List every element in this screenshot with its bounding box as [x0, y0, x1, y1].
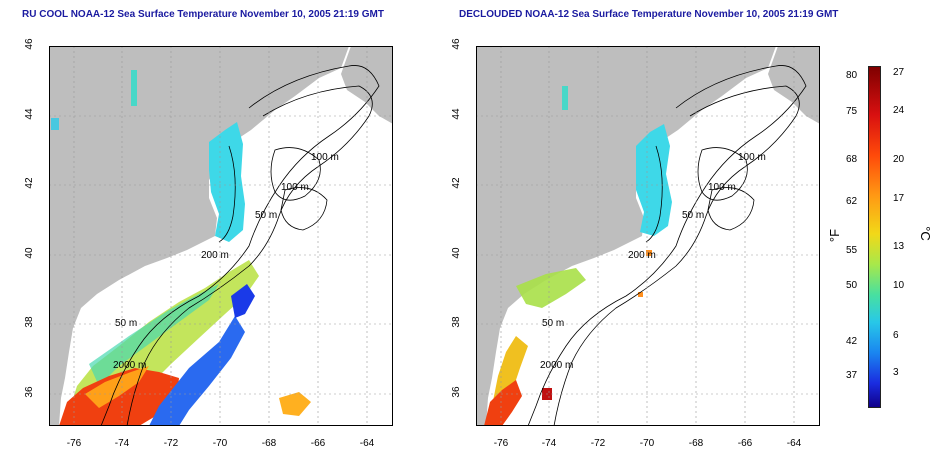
- contour-line: [645, 145, 663, 243]
- y-tick: 44: [24, 108, 35, 120]
- left-map-title: RU COOL NOAA-12 Sea Surface Temperature …: [22, 9, 384, 20]
- y-tick: 44: [451, 108, 462, 120]
- x-tick: -76: [67, 438, 82, 449]
- y-tick: 46: [451, 38, 462, 50]
- x-tick: -66: [738, 438, 753, 449]
- contour-label: 100 m: [738, 152, 766, 163]
- c-tick: 17: [893, 193, 905, 204]
- contour-line: [126, 85, 373, 426]
- contour-line: [707, 187, 755, 231]
- f-tick: 37: [846, 370, 858, 381]
- y-tick: 42: [451, 177, 462, 189]
- sst-gulfstream-orange: [85, 366, 149, 408]
- x-tick: -72: [591, 438, 606, 449]
- contour-line: [100, 65, 380, 426]
- x-tick: -76: [494, 438, 509, 449]
- contour-line: [553, 85, 800, 426]
- temperature-colorbar: [868, 66, 881, 408]
- x-tick: -74: [542, 438, 557, 449]
- y-tick: 42: [24, 177, 35, 189]
- sst-gulf-of-maine: [636, 124, 672, 236]
- c-tick: 24: [893, 105, 905, 116]
- c-tick: 6: [893, 330, 899, 341]
- x-tick: -70: [213, 438, 228, 449]
- right-map-canvas: 100 m 100 m 50 m 200 m 50 m 2000 m: [476, 46, 820, 426]
- f-tick: 80: [846, 70, 858, 81]
- sst-gulfstream-hot: [59, 368, 179, 426]
- celsius-unit: °C: [917, 226, 933, 241]
- right-map-title: DECLOUDED NOAA-12 Sea Surface Temperatur…: [459, 9, 839, 20]
- contour-line: [280, 187, 328, 231]
- sst-south-patch: [279, 392, 311, 416]
- sst-offshore-blue: [149, 316, 245, 426]
- x-tick: -72: [164, 438, 179, 449]
- c-tick: 27: [893, 67, 905, 78]
- y-tick: 40: [451, 247, 462, 259]
- contour-line: [218, 145, 236, 243]
- x-tick: -70: [640, 438, 655, 449]
- contour-label: 50 m: [115, 318, 137, 329]
- contour-label: 100 m: [311, 152, 339, 163]
- fahrenheit-unit: °F: [827, 228, 843, 243]
- right-sst-map: 100 m 100 m 50 m 200 m 50 m 2000 m: [476, 46, 820, 426]
- contour-label: 50 m: [682, 210, 704, 221]
- contour-line: [697, 147, 748, 201]
- y-tick: 36: [451, 386, 462, 398]
- contour-label: 200 m: [201, 250, 229, 261]
- x-tick: -68: [689, 438, 704, 449]
- contour-label: 200 m: [628, 250, 656, 261]
- f-tick: 55: [846, 245, 858, 256]
- y-tick: 38: [451, 316, 462, 328]
- sst-gulfstream-hot: [484, 380, 522, 426]
- sst-shelf-cool: [89, 284, 219, 386]
- contour-label: 2000 m: [540, 360, 573, 371]
- y-tick: 40: [24, 247, 35, 259]
- x-tick: -74: [115, 438, 130, 449]
- contour-line: [527, 65, 807, 426]
- f-tick: 50: [846, 280, 858, 291]
- left-sst-map: 100 m 100 m 50 m 200 m 50 m 2000 m: [49, 46, 393, 426]
- x-tick: -64: [787, 438, 802, 449]
- f-tick: 62: [846, 196, 858, 207]
- c-tick: 13: [893, 241, 905, 252]
- x-tick: -66: [311, 438, 326, 449]
- y-tick: 38: [24, 316, 35, 328]
- y-tick: 46: [24, 38, 35, 50]
- f-tick: 42: [846, 336, 858, 347]
- contour-line: [270, 147, 321, 201]
- c-tick: 3: [893, 367, 899, 378]
- contour-label: 100 m: [708, 182, 736, 193]
- sst-gulf-of-maine: [209, 122, 245, 242]
- sst-offshore-deep: [231, 284, 255, 318]
- contour-label: 50 m: [255, 210, 277, 221]
- land-mass: [49, 46, 349, 426]
- f-tick: 75: [846, 106, 858, 117]
- x-tick: -68: [262, 438, 277, 449]
- left-map-canvas: 100 m 100 m 50 m 200 m 50 m 2000 m: [49, 46, 393, 426]
- contour-label: 50 m: [542, 318, 564, 329]
- f-tick: 68: [846, 154, 858, 165]
- x-tick: -64: [360, 438, 375, 449]
- land-mass: [476, 46, 776, 426]
- c-tick: 20: [893, 154, 905, 165]
- sst-shelf-warm: [516, 268, 586, 308]
- contour-label: 100 m: [281, 182, 309, 193]
- contour-label: 2000 m: [113, 360, 146, 371]
- c-tick: 10: [893, 280, 905, 291]
- y-tick: 36: [24, 386, 35, 398]
